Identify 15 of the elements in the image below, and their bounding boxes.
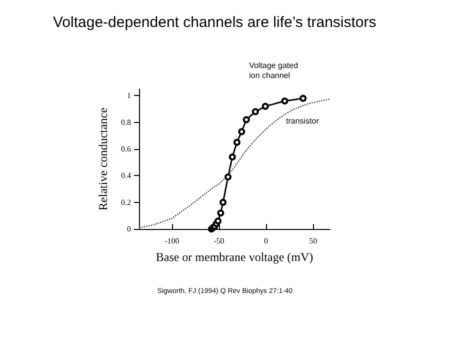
y-tick-label: 0.2	[121, 198, 131, 207]
chart-title: Voltage-dependent channels are life’s transistors	[53, 14, 376, 31]
y-tick-label: 0.4	[121, 171, 131, 180]
text: Voltage gated ion channel	[249, 60, 298, 80]
y-tick-label: 0.8	[121, 118, 131, 127]
y-tick-label: 0	[127, 224, 131, 234]
y-tick-label: 1	[127, 91, 131, 100]
x-tick-label: -50	[214, 236, 224, 246]
x-tick-label: 0	[264, 236, 268, 246]
y-axis-title: Relative conductance	[96, 108, 110, 210]
x-tick-label: 50	[309, 236, 318, 246]
y-tick-label: 0.6	[121, 144, 131, 154]
series-label: transistor	[286, 116, 320, 126]
x-tick-label: -100	[164, 236, 180, 246]
x-axis-title: Base or membrane voltage (mV)	[156, 250, 314, 264]
